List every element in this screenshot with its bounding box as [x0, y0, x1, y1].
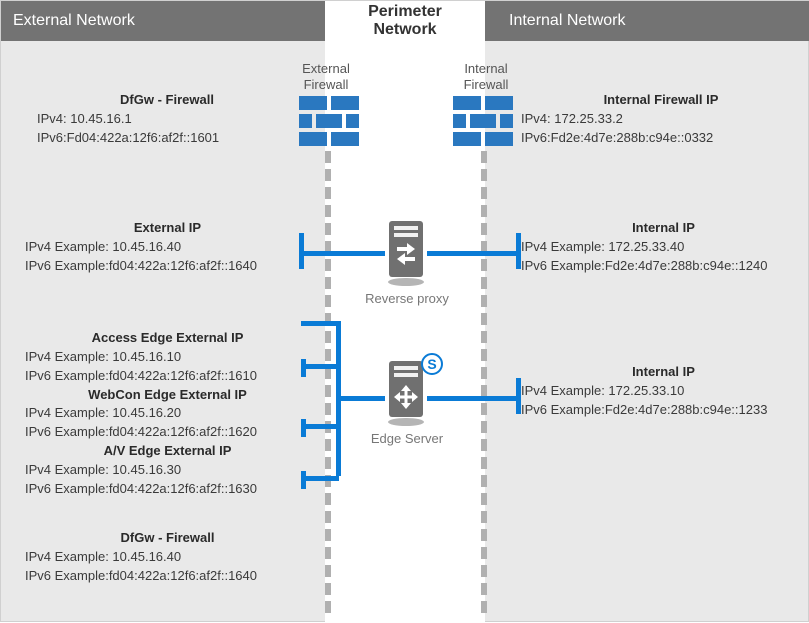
av-edge-title: A/V Edge External IP: [25, 442, 310, 461]
dfgw-bottom-ipv4: IPv4 Example: 10.45.16.40: [25, 548, 310, 567]
ext-fw-l2: Firewall: [304, 77, 349, 92]
internal-fw-title: Internal Firewall IP: [521, 91, 801, 110]
header-internal: Internal Network: [485, 1, 809, 41]
internal-ip-edge-title: Internal IP: [521, 363, 806, 382]
conn-rp-left-tick-b: [299, 251, 304, 269]
header-internal-label: Internal Network: [509, 12, 626, 30]
external-firewall-icon: [299, 96, 359, 146]
external-ip-ipv4: IPv4 Example: 10.45.16.40: [25, 238, 310, 257]
internal-ip-rp-title: Internal IP: [521, 219, 806, 238]
diagram-canvas: External Network Perimeter Network Inter…: [0, 0, 809, 622]
dfgw-bottom-title: DfGw - Firewall: [25, 529, 310, 548]
internal-firewall-label: Internal Firewall: [451, 61, 521, 92]
dfgw-top-ipv6: IPv6:Fd04:422a:12f6:af2f::1601: [37, 129, 297, 148]
access-edge-ipv6: IPv6 Example:fd04:422a:12f6:af2f::1610: [25, 367, 310, 386]
ext-fw-l1: External: [302, 61, 350, 76]
internal-fw-block: Internal Firewall IP IPv4: 172.25.33.2 I…: [521, 91, 801, 148]
header-external: External Network: [1, 1, 325, 41]
internal-ip-edge-ipv4: IPv4 Example: 172.25.33.10: [521, 382, 806, 401]
header-perimeter: Perimeter Network: [325, 1, 485, 41]
conn-edge-left-h: [301, 321, 339, 326]
header-perimeter-l1: Perimeter: [368, 3, 442, 21]
conn-edge-right: [427, 396, 521, 401]
dfgw-top: DfGw - Firewall IPv4: 10.45.16.1 IPv6:Fd…: [37, 91, 297, 148]
perimeter-strip: [325, 1, 485, 623]
internal-firewall-icon: [453, 96, 513, 146]
skype-icon: S: [421, 353, 443, 375]
reverse-proxy-label: Reverse proxy: [347, 291, 467, 306]
external-ip-title: External IP: [25, 219, 310, 238]
external-ip-block: External IP IPv4 Example: 10.45.16.40 IP…: [25, 219, 310, 276]
conn-rp-right: [427, 251, 521, 256]
int-fw-l2: Firewall: [464, 77, 509, 92]
webcon-edge-ipv4: IPv4 Example: 10.45.16.20: [25, 404, 310, 423]
access-edge-ipv4: IPv4 Example: 10.45.16.10: [25, 348, 310, 367]
dfgw-bottom-ipv6: IPv6 Example:fd04:422a:12f6:af2f::1640: [25, 567, 310, 586]
conn-rp-right-tick-b: [516, 251, 521, 269]
internal-ip-rp-ipv6: IPv6 Example:Fd2e:4d7e:288b:c94e::1240: [521, 257, 806, 276]
internal-ip-edge-ipv6: IPv6 Example:Fd2e:4d7e:288b:c94e::1233: [521, 401, 806, 420]
reverse-proxy-icon: [383, 219, 429, 287]
conn-rp-right-tick-t: [516, 233, 521, 251]
internal-fw-ipv4: IPv4: 172.25.33.2: [521, 110, 801, 129]
av-edge-ipv6: IPv6 Example:fd04:422a:12f6:af2f::1630: [25, 480, 310, 499]
internal-ip-edge-block: Internal IP IPv4 Example: 172.25.33.10 I…: [521, 363, 806, 420]
header-external-label: External Network: [13, 12, 135, 30]
dfgw-bottom: DfGw - Firewall IPv4 Example: 10.45.16.4…: [25, 529, 310, 586]
conn-edge-left-to-srv: [336, 396, 385, 401]
internal-ip-rp-block: Internal IP IPv4 Example: 172.25.33.40 I…: [521, 219, 806, 276]
header-perimeter-l2: Network: [373, 21, 436, 39]
internal-fw-ipv6: IPv6:Fd2e:4d7e:288b:c94e::0332: [521, 129, 801, 148]
edge-server-label: Edge Server: [347, 431, 467, 446]
access-edge-title: Access Edge External IP: [25, 329, 310, 348]
dfgw-top-ipv4: IPv4: 10.45.16.1: [37, 110, 297, 129]
edge-external-block: Access Edge External IP IPv4 Example: 10…: [25, 329, 310, 499]
webcon-edge-title: WebCon Edge External IP: [25, 386, 310, 405]
av-edge-ipv4: IPv4 Example: 10.45.16.30: [25, 461, 310, 480]
external-ip-ipv6: IPv6 Example:fd04:422a:12f6:af2f::1640: [25, 257, 310, 276]
external-firewall-label: External Firewall: [291, 61, 361, 92]
dfgw-top-title: DfGw - Firewall: [37, 91, 297, 110]
webcon-edge-ipv6: IPv6 Example:fd04:422a:12f6:af2f::1620: [25, 423, 310, 442]
dash-right: [481, 151, 487, 613]
conn-rp-left-tick-t: [299, 233, 304, 251]
internal-ip-rp-ipv4: IPv4 Example: 172.25.33.40: [521, 238, 806, 257]
dash-left: [325, 151, 331, 613]
int-fw-l1: Internal: [464, 61, 507, 76]
conn-rp-left: [299, 251, 385, 256]
